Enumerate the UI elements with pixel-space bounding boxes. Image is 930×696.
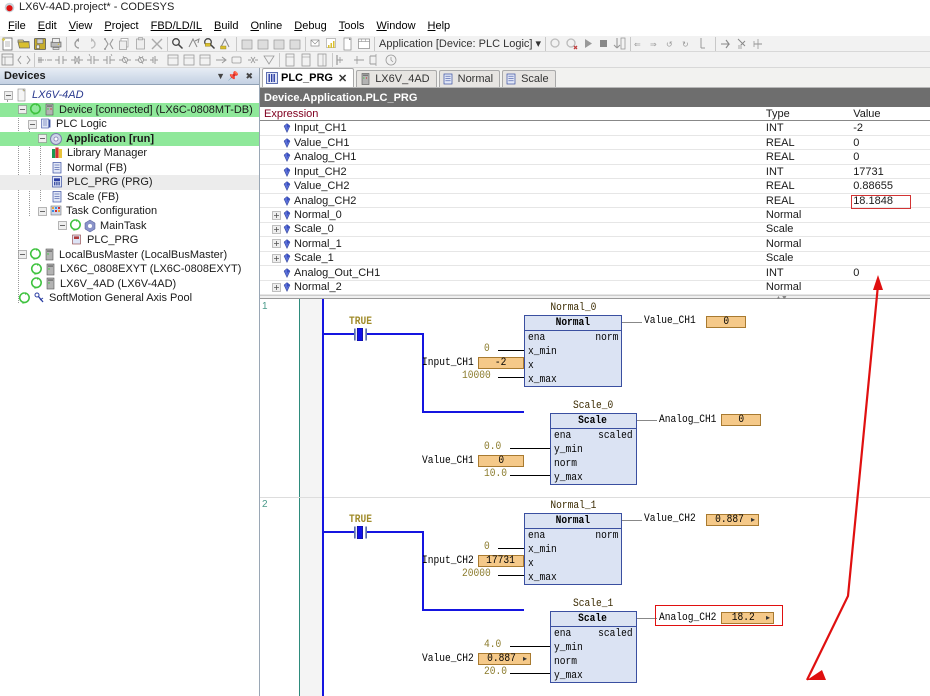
svg-text:⇒: ⇒: [650, 40, 657, 49]
svg-text:⇐: ⇐: [634, 40, 641, 49]
svg-text:↺: ↺: [666, 40, 673, 49]
svg-text:↻: ↻: [682, 40, 689, 49]
